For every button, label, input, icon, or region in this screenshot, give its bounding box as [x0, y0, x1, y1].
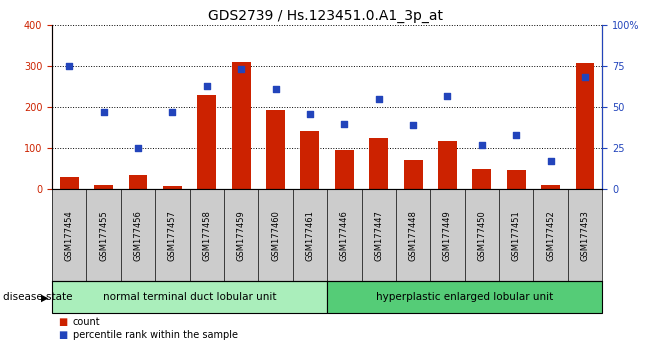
Text: GSM177459: GSM177459: [237, 210, 245, 261]
Point: [167, 109, 178, 115]
Point: [236, 67, 246, 72]
Text: disease state: disease state: [3, 292, 73, 302]
Text: GSM177452: GSM177452: [546, 210, 555, 261]
Bar: [94, 185, 113, 189]
Bar: [301, 131, 320, 189]
Bar: [438, 141, 457, 189]
Point: [477, 142, 487, 148]
Point: [408, 122, 419, 128]
Text: GSM177458: GSM177458: [202, 210, 212, 261]
Point: [580, 75, 590, 80]
Text: count: count: [73, 317, 100, 327]
Point: [133, 145, 143, 151]
Text: GDS2739 / Hs.123451.0.A1_3p_at: GDS2739 / Hs.123451.0.A1_3p_at: [208, 9, 443, 23]
Text: percentile rank within the sample: percentile rank within the sample: [73, 330, 238, 340]
Text: GSM177454: GSM177454: [64, 210, 74, 261]
Point: [202, 83, 212, 88]
Point: [546, 159, 556, 164]
Bar: [541, 185, 560, 189]
Text: GSM177460: GSM177460: [271, 210, 280, 261]
Text: GSM177446: GSM177446: [340, 210, 349, 261]
Text: GSM177461: GSM177461: [305, 210, 314, 261]
Text: GSM177455: GSM177455: [99, 210, 108, 261]
Point: [305, 111, 315, 116]
Text: GSM177457: GSM177457: [168, 210, 177, 261]
Bar: [473, 169, 492, 189]
Text: ▶: ▶: [41, 292, 49, 302]
Point: [442, 93, 452, 98]
Bar: [163, 186, 182, 189]
Text: GSM177453: GSM177453: [581, 210, 590, 261]
Point: [64, 63, 74, 69]
Text: GSM177450: GSM177450: [477, 210, 486, 261]
Text: GSM177449: GSM177449: [443, 210, 452, 261]
Text: GSM177456: GSM177456: [133, 210, 143, 261]
Text: GSM177451: GSM177451: [512, 210, 521, 261]
Bar: [60, 177, 79, 189]
Bar: [404, 160, 422, 189]
Text: hyperplastic enlarged lobular unit: hyperplastic enlarged lobular unit: [376, 292, 553, 302]
Bar: [129, 175, 148, 189]
Bar: [197, 95, 216, 189]
Text: GSM177447: GSM177447: [374, 210, 383, 261]
Bar: [506, 170, 525, 189]
Bar: [335, 150, 353, 189]
Point: [374, 96, 384, 102]
Bar: [369, 138, 388, 189]
Point: [511, 132, 521, 138]
Point: [270, 86, 281, 92]
Text: normal terminal duct lobular unit: normal terminal duct lobular unit: [103, 292, 277, 302]
Point: [98, 109, 109, 115]
Bar: [266, 110, 285, 189]
Text: ■: ■: [59, 317, 68, 327]
Bar: [232, 62, 251, 189]
Bar: [575, 63, 594, 189]
Text: GSM177448: GSM177448: [409, 210, 417, 261]
Text: ■: ■: [59, 330, 68, 340]
Point: [339, 121, 350, 126]
